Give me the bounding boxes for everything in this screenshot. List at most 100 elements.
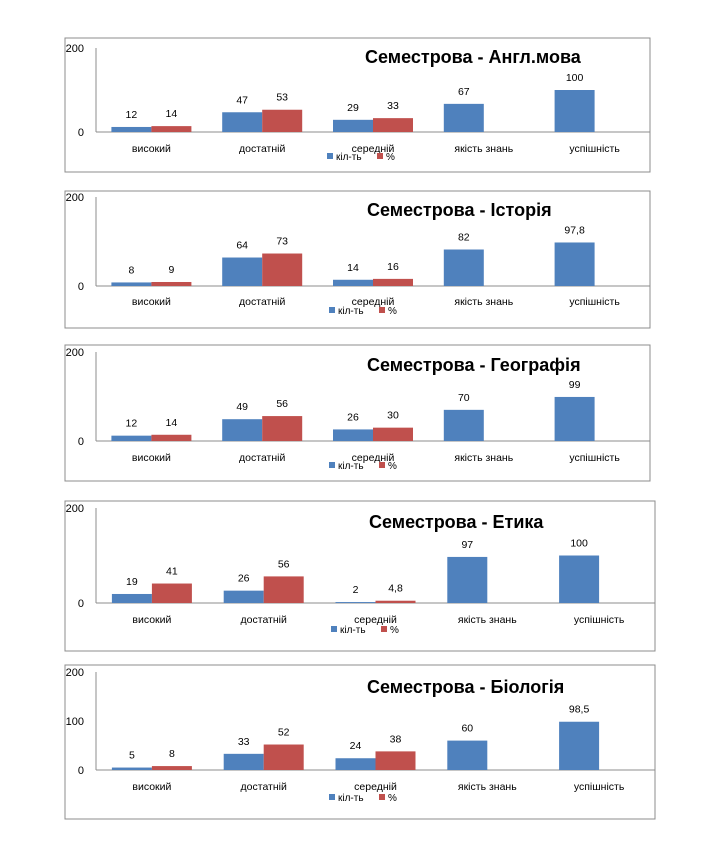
data-label: 12 [126,418,138,430]
bar-percent [151,434,192,441]
bar-percent [151,281,192,286]
chart-title: Семестрова - Англ.мова [365,47,582,67]
y-tick-label: 0 [78,127,84,139]
data-label: 56 [278,558,290,570]
y-tick-label: 200 [66,503,84,515]
legend-swatch [331,626,337,632]
legend-label: кіл-ть [336,152,362,163]
chart-3: 0 200 Семестрова - Географія 12 14 високий 49 5… [64,344,651,482]
bar-percent [262,416,303,441]
category-label: якість знань [454,452,513,464]
bar-percent [375,600,416,603]
data-label: 8 [169,748,175,760]
data-label: 24 [350,740,362,752]
category-label: середній [352,143,395,155]
data-label: 97 [461,539,473,551]
data-label: 9 [168,264,174,276]
bar-count [111,767,152,770]
category-label: достатній [239,143,285,155]
bar-count [554,396,595,441]
legend: кіл-ть% [329,306,397,317]
data-label: 33 [387,100,399,112]
bar-count [111,435,152,441]
bar-count [443,249,484,286]
bar-count [335,602,376,603]
bar-percent [375,751,416,770]
data-label: 19 [126,576,138,588]
data-label: 52 [278,727,290,739]
y-tick-label: 200 [66,347,84,359]
bar-count [111,593,152,603]
bar-count [335,758,376,770]
category-label: якість знань [454,296,513,308]
data-label: 82 [458,232,470,244]
data-label: 64 [236,240,248,252]
bar-count [333,429,373,441]
chart-frame [64,664,656,820]
chart-5: 0 100 200 Семестрова - Біологія 5 8 високий 33 5… [64,664,656,820]
bar-count [443,103,484,132]
bar-count [111,282,152,286]
chart-title: Семестрова - Біологія [367,677,564,697]
bar-percent [263,744,304,770]
legend-swatch [379,462,385,468]
bar-percent [373,118,413,132]
data-label: 5 [129,750,135,762]
legend-swatch [377,153,383,159]
category-label: успішність [569,143,620,155]
legend-label: % [388,461,397,472]
legend-swatch [329,462,335,468]
data-label: 56 [276,398,288,410]
data-label: 67 [458,86,470,98]
data-label: 47 [236,94,248,106]
category-label: достатній [239,452,285,464]
chart-title: Семестрова - Історія [367,200,552,220]
bar-count [111,126,152,132]
bar-percent [262,253,303,286]
bar-count [443,409,484,441]
data-label: 38 [390,733,402,745]
legend-swatch [329,794,335,800]
bar-percent [151,766,192,770]
category-label: якість знань [458,781,517,793]
legend-swatch [379,794,385,800]
category-label: високий [132,296,171,308]
y-tick-label: 0 [78,436,84,448]
category-label: якість знань [458,614,517,626]
data-label: 4,8 [388,583,403,595]
category-label: середній [354,781,397,793]
chart-frame [64,190,651,329]
data-label: 98,5 [569,704,590,716]
chart-title: Семестрова - Етика [369,512,544,532]
data-label: 70 [458,392,470,404]
y-tick-label: 0 [78,281,84,293]
y-tick-label: 100 [66,716,84,728]
bar-count [447,740,488,770]
category-label: достатній [239,296,285,308]
category-label: високий [132,614,171,626]
legend-label: % [388,306,397,317]
data-label: 14 [166,417,178,429]
chart-frame [64,37,651,173]
legend-label: кіл-ть [338,461,364,472]
category-label: успішність [569,296,620,308]
bar-count [559,721,600,770]
bar-percent [263,576,304,603]
data-label: 14 [347,262,359,274]
legend: кіл-ть% [331,625,399,636]
bar-count [447,556,488,603]
bar-percent [151,583,192,603]
category-label: якість знань [454,143,513,155]
chart-1: 0 200 Семестрова - Англ.мова 12 14 високий 47 5… [64,37,651,173]
legend-label: кіл-ть [340,625,366,636]
data-label: 97,8 [564,224,585,236]
data-label: 26 [238,573,250,585]
bar-count [222,112,263,132]
bar-count [222,257,263,286]
data-label: 16 [387,261,399,273]
data-label: 53 [276,92,288,104]
chart-frame [64,344,651,482]
data-label: 30 [387,410,399,422]
category-label: середній [352,452,395,464]
